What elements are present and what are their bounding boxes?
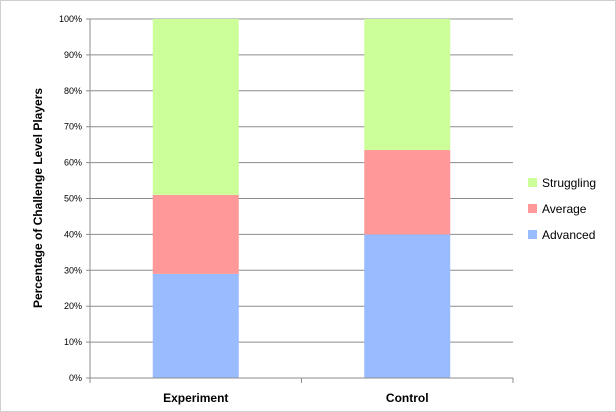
bar-advanced-control bbox=[364, 234, 451, 378]
legend-swatch-average bbox=[528, 204, 537, 213]
x-category-label: Experiment bbox=[163, 391, 228, 405]
legend-label-advanced: Advanced bbox=[542, 228, 595, 242]
y-tick-labels: 0% 10% 20% 30% 40% 50% 60% 70% 80% 90% 100% bbox=[59, 14, 82, 383]
bar-average-control bbox=[364, 150, 451, 235]
bar-struggling-control bbox=[364, 19, 451, 151]
y-tick-label: 50% bbox=[64, 194, 82, 204]
y-tick-label: 20% bbox=[64, 301, 82, 311]
y-tick-label: 100% bbox=[59, 14, 82, 24]
legend: Struggling Average Advanced bbox=[528, 176, 596, 242]
bar-average-experiment bbox=[152, 194, 239, 274]
legend-swatch-struggling bbox=[528, 178, 537, 187]
y-tick-label: 30% bbox=[64, 265, 82, 275]
x-category-labels: Experiment Control bbox=[163, 391, 429, 405]
y-tick-label: 80% bbox=[64, 86, 82, 96]
y-tick-label: 40% bbox=[64, 229, 82, 239]
legend-label-struggling: Struggling bbox=[542, 176, 596, 190]
bar-struggling-experiment bbox=[152, 19, 239, 195]
y-tick-label: 90% bbox=[64, 50, 82, 60]
bars bbox=[152, 19, 451, 378]
bar-advanced-experiment bbox=[152, 273, 239, 378]
y-tick-label: 60% bbox=[64, 158, 82, 168]
axes bbox=[86, 18, 514, 383]
x-category-label: Control bbox=[386, 391, 429, 405]
y-tick-label: 70% bbox=[64, 122, 82, 132]
legend-swatch-advanced bbox=[528, 230, 537, 239]
y-axis-title: Percentage of Challenge Level Players bbox=[31, 88, 45, 308]
y-tick-label: 0% bbox=[69, 373, 82, 383]
y-tick-label: 10% bbox=[64, 337, 82, 347]
legend-label-average: Average bbox=[542, 202, 587, 216]
